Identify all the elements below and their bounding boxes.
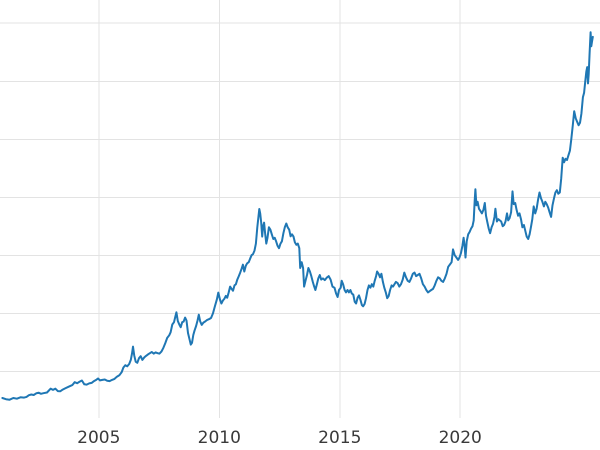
- x-tick-label: 2010: [198, 428, 241, 448]
- price-line: [1, 31, 594, 401]
- x-tick-label: 2020: [439, 428, 482, 448]
- x-tick-label: 2005: [77, 428, 120, 448]
- x-tick-label: 2015: [318, 428, 361, 448]
